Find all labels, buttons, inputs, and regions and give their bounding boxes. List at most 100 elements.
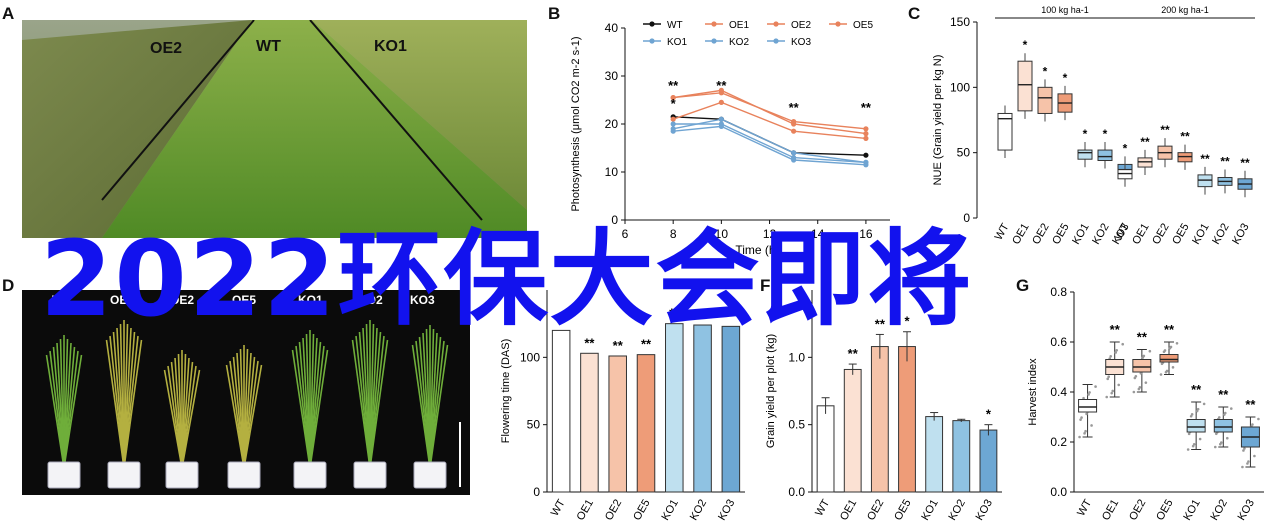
series-point <box>670 95 676 101</box>
nue-box-plot: 0 50 100 150 NUE (Grain yield per kg N) 100 k… <box>932 5 1255 247</box>
field-photo: OE2 WT KO1 <box>22 20 527 238</box>
data-point <box>1117 383 1121 387</box>
legend-marker <box>711 38 717 44</box>
plant-stem <box>181 369 201 469</box>
data-point <box>1106 377 1110 381</box>
x-tick-label: WT <box>1075 497 1094 518</box>
series-point <box>791 157 797 163</box>
significance-mark: * <box>1063 71 1068 85</box>
panel-c-letter: C <box>908 4 921 23</box>
y-tick-label: 0 <box>611 213 618 227</box>
data-point <box>1251 423 1254 426</box>
significance-mark: ** <box>875 316 886 331</box>
x-tick-label: 6 <box>622 227 629 241</box>
significance-mark: ** <box>1245 397 1256 412</box>
data-point <box>1115 348 1119 352</box>
x-tick-label: KO3 <box>716 498 737 523</box>
data-point <box>1222 413 1226 416</box>
data-point <box>1253 454 1256 458</box>
bar-oe2 <box>608 355 627 493</box>
y-tick-label: 0.0 <box>1050 485 1067 499</box>
significance-mark: ** <box>1240 156 1250 170</box>
significance-mark: ** <box>1218 387 1229 402</box>
series-point <box>791 128 797 134</box>
y-tick-label: 0.2 <box>1050 435 1067 449</box>
box-oe2 <box>1037 86 1053 114</box>
box-ko2 <box>1097 149 1113 162</box>
data-point <box>1186 448 1190 451</box>
y-tick-label: 0.4 <box>1050 385 1067 399</box>
legend-label: OE1 <box>729 20 749 31</box>
x-tick-label: OE5 <box>631 498 652 523</box>
x-tick-label: KO2 <box>946 498 967 523</box>
series-point <box>718 123 724 129</box>
bar-oe2 <box>870 346 889 493</box>
series-line-oe5 <box>672 101 866 140</box>
data-point <box>1171 366 1175 369</box>
panel-a-letter: A <box>2 4 15 23</box>
data-point <box>1121 342 1125 346</box>
series-point <box>863 162 869 168</box>
x-tick-label: OE1 <box>838 498 859 523</box>
legend-label: WT <box>667 20 683 31</box>
legend-marker <box>649 21 655 27</box>
legend-label: KO1 <box>667 37 687 48</box>
y-axis-label: Grain yield per plot (kg) <box>765 334 777 448</box>
bar-oe5 <box>636 354 656 493</box>
series-line-ko3 <box>673 125 866 166</box>
data-point <box>1079 418 1082 421</box>
legend-label: KO3 <box>791 37 811 48</box>
panel-d-letter: D <box>2 276 15 295</box>
data-point <box>1105 395 1109 399</box>
group-label: 100 kg ha-1 <box>1041 5 1089 15</box>
harvest-index-box-plot: 0.0 0.2 0.4 0.6 0.8 Harvest index WT ** OE1 ** OE2… <box>1027 285 1264 523</box>
legend-marker <box>773 38 779 44</box>
x-tick-label: KO1 <box>659 498 680 523</box>
x-tick-label: 12 <box>763 227 777 241</box>
data-point <box>1083 432 1086 435</box>
data-point <box>1082 396 1085 400</box>
y-tick-label: 50 <box>957 146 971 160</box>
bar-oe5 <box>898 346 916 493</box>
field-label-oe2: OE2 <box>150 40 183 57</box>
flowering-time-bar-chart: 0 50 100 Flowering time (DAS) WT ** OE1 ** OE2 **… <box>500 290 745 523</box>
plant-pot <box>165 461 199 489</box>
series-point <box>863 135 869 141</box>
significance-mark: ** <box>1164 322 1175 337</box>
data-point <box>1160 362 1164 366</box>
data-point <box>1187 432 1191 436</box>
data-point <box>1218 442 1222 446</box>
plant-pot <box>413 461 447 489</box>
bar-ko2 <box>693 324 712 493</box>
data-point <box>1214 432 1218 436</box>
data-point <box>1085 412 1088 416</box>
x-tick-label: 8 <box>670 227 677 241</box>
series-point <box>718 99 724 105</box>
legend-label: OE5 <box>853 20 873 31</box>
x-tick-label: 10 <box>715 227 729 241</box>
plant-label-oe5: OE5 <box>232 293 257 307</box>
data-point <box>1094 385 1097 388</box>
field-label-ko1: KO1 <box>374 38 407 55</box>
y-tick-label: 50 <box>527 418 541 432</box>
bar-ko3 <box>721 325 741 493</box>
box-oe5 <box>1159 354 1179 363</box>
significance-mark: ** <box>861 100 872 115</box>
x-tick-label: 14 <box>811 227 825 241</box>
box-ko1 <box>1186 419 1206 433</box>
data-point <box>1162 350 1166 354</box>
data-point <box>1225 436 1229 440</box>
significance-mark: * <box>1103 127 1108 141</box>
plants-photo: WT OE1 OE2 OE5 KO1 KO2 KO3 <box>22 290 470 495</box>
data-point <box>1246 462 1249 465</box>
data-point <box>1132 390 1136 394</box>
legend-marker <box>649 38 655 44</box>
significance-mark: ** <box>668 78 679 93</box>
data-point <box>1241 465 1244 469</box>
box-oe2 <box>1132 359 1152 373</box>
significance-mark: ** <box>669 306 680 321</box>
significance-mark: ** <box>1191 382 1202 397</box>
x-tick-label: KO3 <box>974 498 995 523</box>
significance-mark: ** <box>613 338 624 353</box>
